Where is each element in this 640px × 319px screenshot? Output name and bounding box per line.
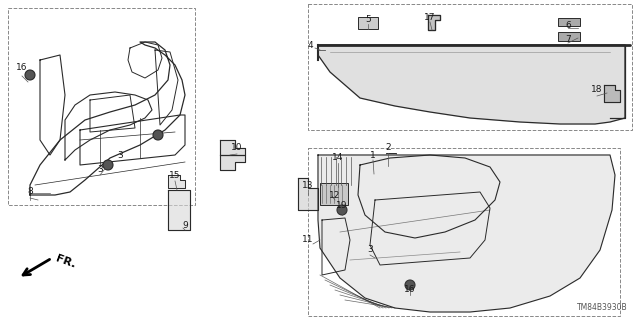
Text: 10: 10 bbox=[231, 144, 243, 152]
Bar bbox=[372, 160, 382, 174]
Text: 16: 16 bbox=[16, 63, 28, 72]
Bar bbox=[386, 153, 396, 166]
Circle shape bbox=[25, 70, 35, 80]
Polygon shape bbox=[220, 140, 245, 155]
Polygon shape bbox=[220, 155, 245, 170]
Polygon shape bbox=[428, 15, 440, 30]
Text: 18: 18 bbox=[591, 85, 603, 94]
Bar bbox=[558, 32, 580, 41]
Text: 3: 3 bbox=[117, 151, 123, 160]
Text: 2: 2 bbox=[385, 144, 391, 152]
Text: 13: 13 bbox=[302, 181, 314, 189]
Circle shape bbox=[103, 160, 113, 170]
Circle shape bbox=[153, 130, 163, 140]
Text: 16: 16 bbox=[404, 286, 416, 294]
Text: 8: 8 bbox=[27, 188, 33, 197]
Text: FR.: FR. bbox=[54, 254, 77, 270]
Polygon shape bbox=[298, 178, 318, 210]
Text: 1: 1 bbox=[370, 151, 376, 160]
Text: 14: 14 bbox=[332, 153, 344, 162]
Bar bbox=[558, 18, 580, 26]
Text: 12: 12 bbox=[330, 190, 340, 199]
Text: 19: 19 bbox=[336, 201, 348, 210]
Text: 3: 3 bbox=[97, 166, 103, 174]
Text: 5: 5 bbox=[365, 16, 371, 25]
Bar bbox=[320, 183, 348, 205]
Polygon shape bbox=[318, 155, 615, 312]
Polygon shape bbox=[168, 190, 190, 230]
Text: TM84B3930B: TM84B3930B bbox=[577, 303, 628, 312]
Bar bbox=[358, 17, 378, 29]
Text: 4: 4 bbox=[307, 41, 313, 49]
Polygon shape bbox=[168, 175, 185, 188]
Bar bbox=[318, 155, 356, 187]
Text: 3: 3 bbox=[367, 246, 373, 255]
Circle shape bbox=[337, 205, 347, 215]
Text: 7: 7 bbox=[565, 35, 571, 44]
Text: 15: 15 bbox=[169, 170, 180, 180]
Polygon shape bbox=[318, 45, 625, 124]
Text: 9: 9 bbox=[182, 220, 188, 229]
Text: 17: 17 bbox=[424, 13, 436, 23]
Polygon shape bbox=[604, 85, 620, 102]
Circle shape bbox=[405, 280, 415, 290]
Text: 11: 11 bbox=[302, 235, 314, 244]
Text: 6: 6 bbox=[565, 20, 571, 29]
